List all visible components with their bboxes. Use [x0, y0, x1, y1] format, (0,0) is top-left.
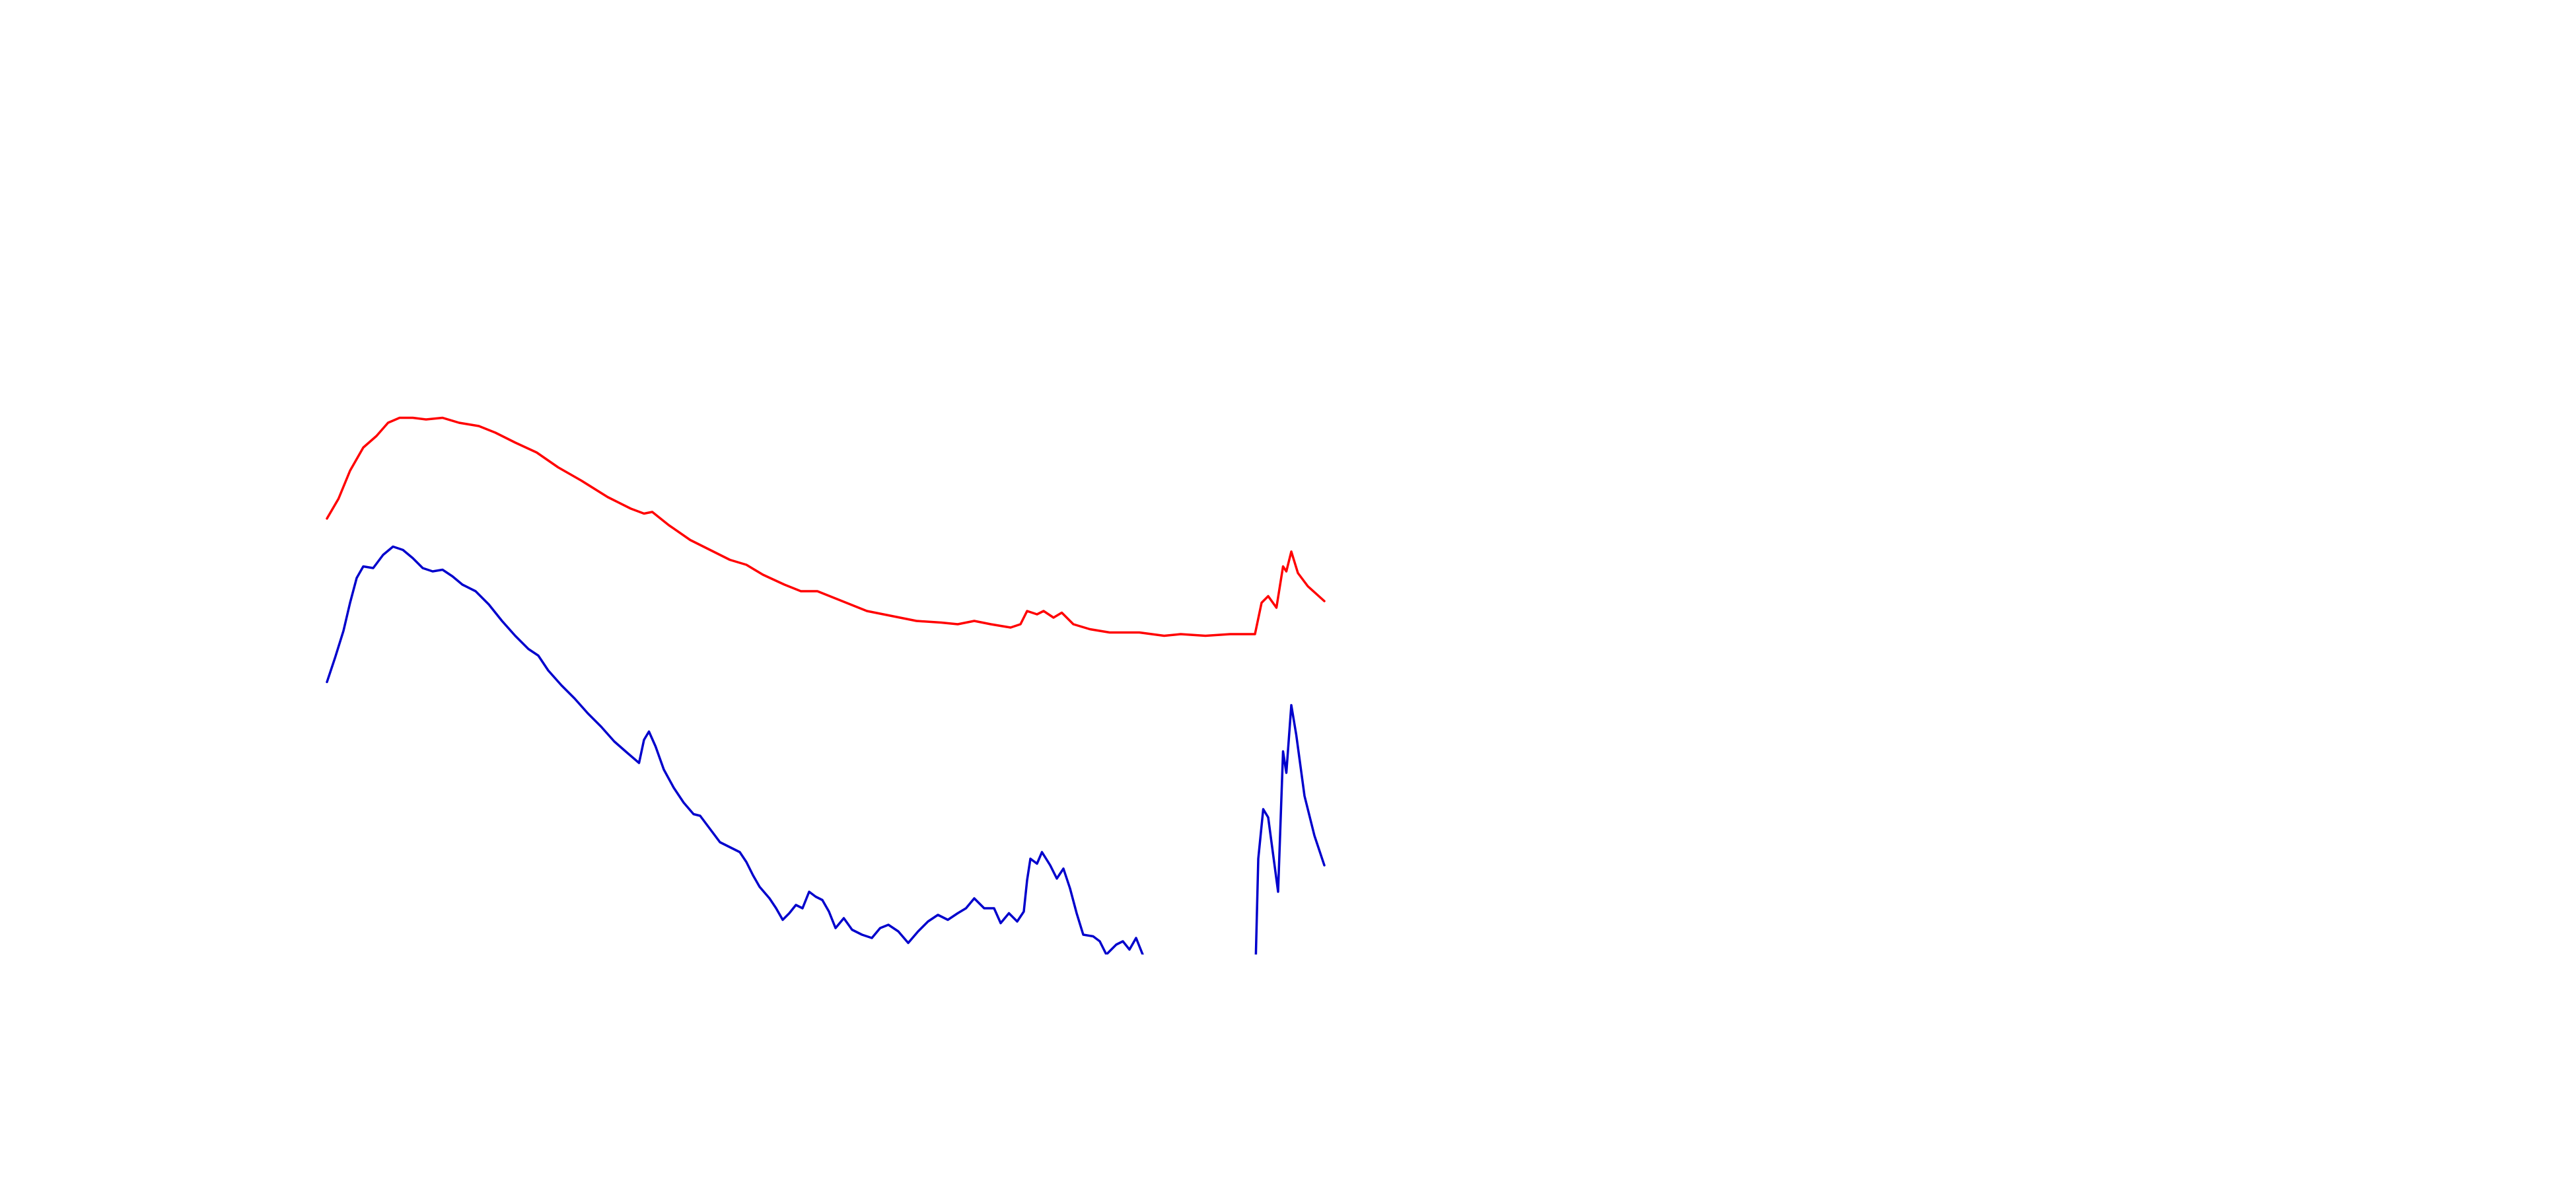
- plot-area: [326, 416, 1326, 955]
- line-series: [326, 545, 1326, 955]
- line-series: [326, 416, 1326, 637]
